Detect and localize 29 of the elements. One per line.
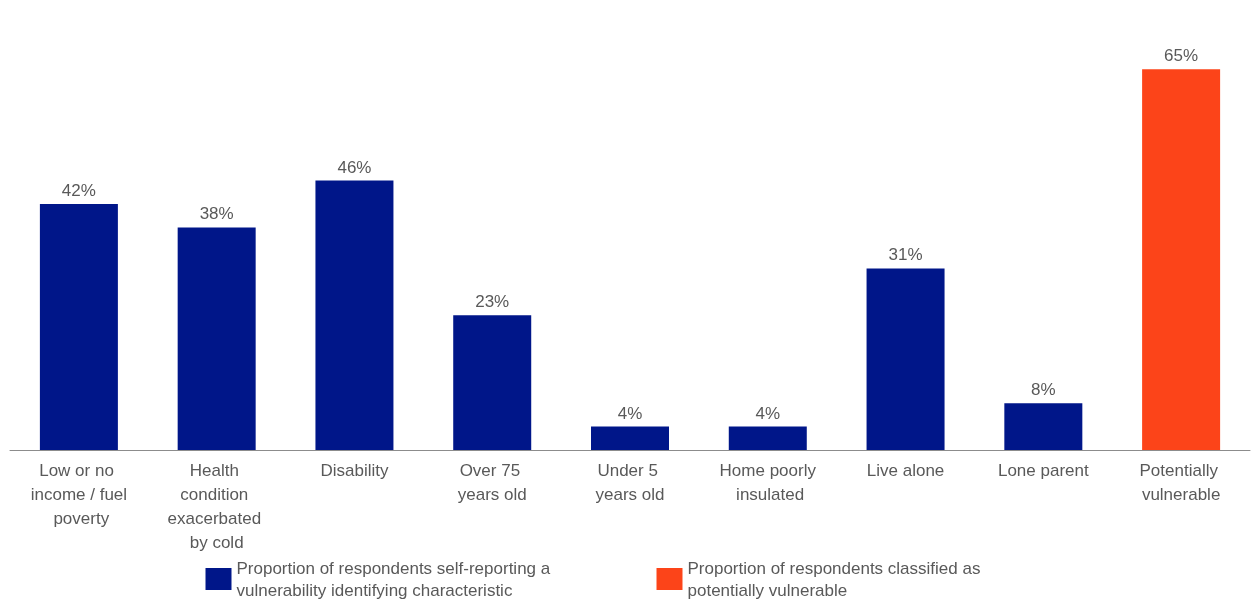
x-tick-label: Home poorly insulated — [719, 460, 817, 504]
data-label: 4% — [617, 403, 643, 423]
bar — [866, 268, 945, 450]
data-label: 31% — [888, 245, 923, 265]
data-label: 8% — [1031, 380, 1056, 400]
bar — [315, 180, 394, 450]
data-label: 38% — [199, 204, 234, 224]
bar — [39, 204, 118, 450]
bar — [453, 315, 532, 450]
bar — [591, 426, 669, 450]
x-tick-label: Disability — [320, 460, 389, 480]
data-label: 42% — [61, 181, 96, 200]
x-tick-label: Lone parent — [997, 460, 1089, 480]
x-tick-label: Live alone — [866, 460, 945, 480]
bar — [177, 227, 256, 450]
data-label: 23% — [475, 292, 510, 312]
legend-label: Proportion of respondents self-reporting a vulnerability identifying characteristic — [236, 558, 555, 600]
data-label: 65% — [1164, 46, 1199, 66]
x-tick-label: Health condition exacerbated by cold — [167, 460, 266, 552]
legend-label: Proportion of respondents classified as potentially vulnerable — [687, 558, 986, 600]
x-tick-label: Potentially vulnerable — [1139, 460, 1223, 504]
x-tick-label: Low or no income / fuel poverty — [30, 460, 128, 528]
data-label: 46% — [337, 157, 372, 177]
bar — [728, 426, 807, 450]
x-tick-label: Under 5 years old — [595, 460, 665, 504]
bar — [1004, 403, 1083, 450]
x-tick-label: Over 75 years old — [457, 460, 527, 504]
data-label: 4% — [755, 403, 781, 423]
bar — [1142, 69, 1221, 450]
